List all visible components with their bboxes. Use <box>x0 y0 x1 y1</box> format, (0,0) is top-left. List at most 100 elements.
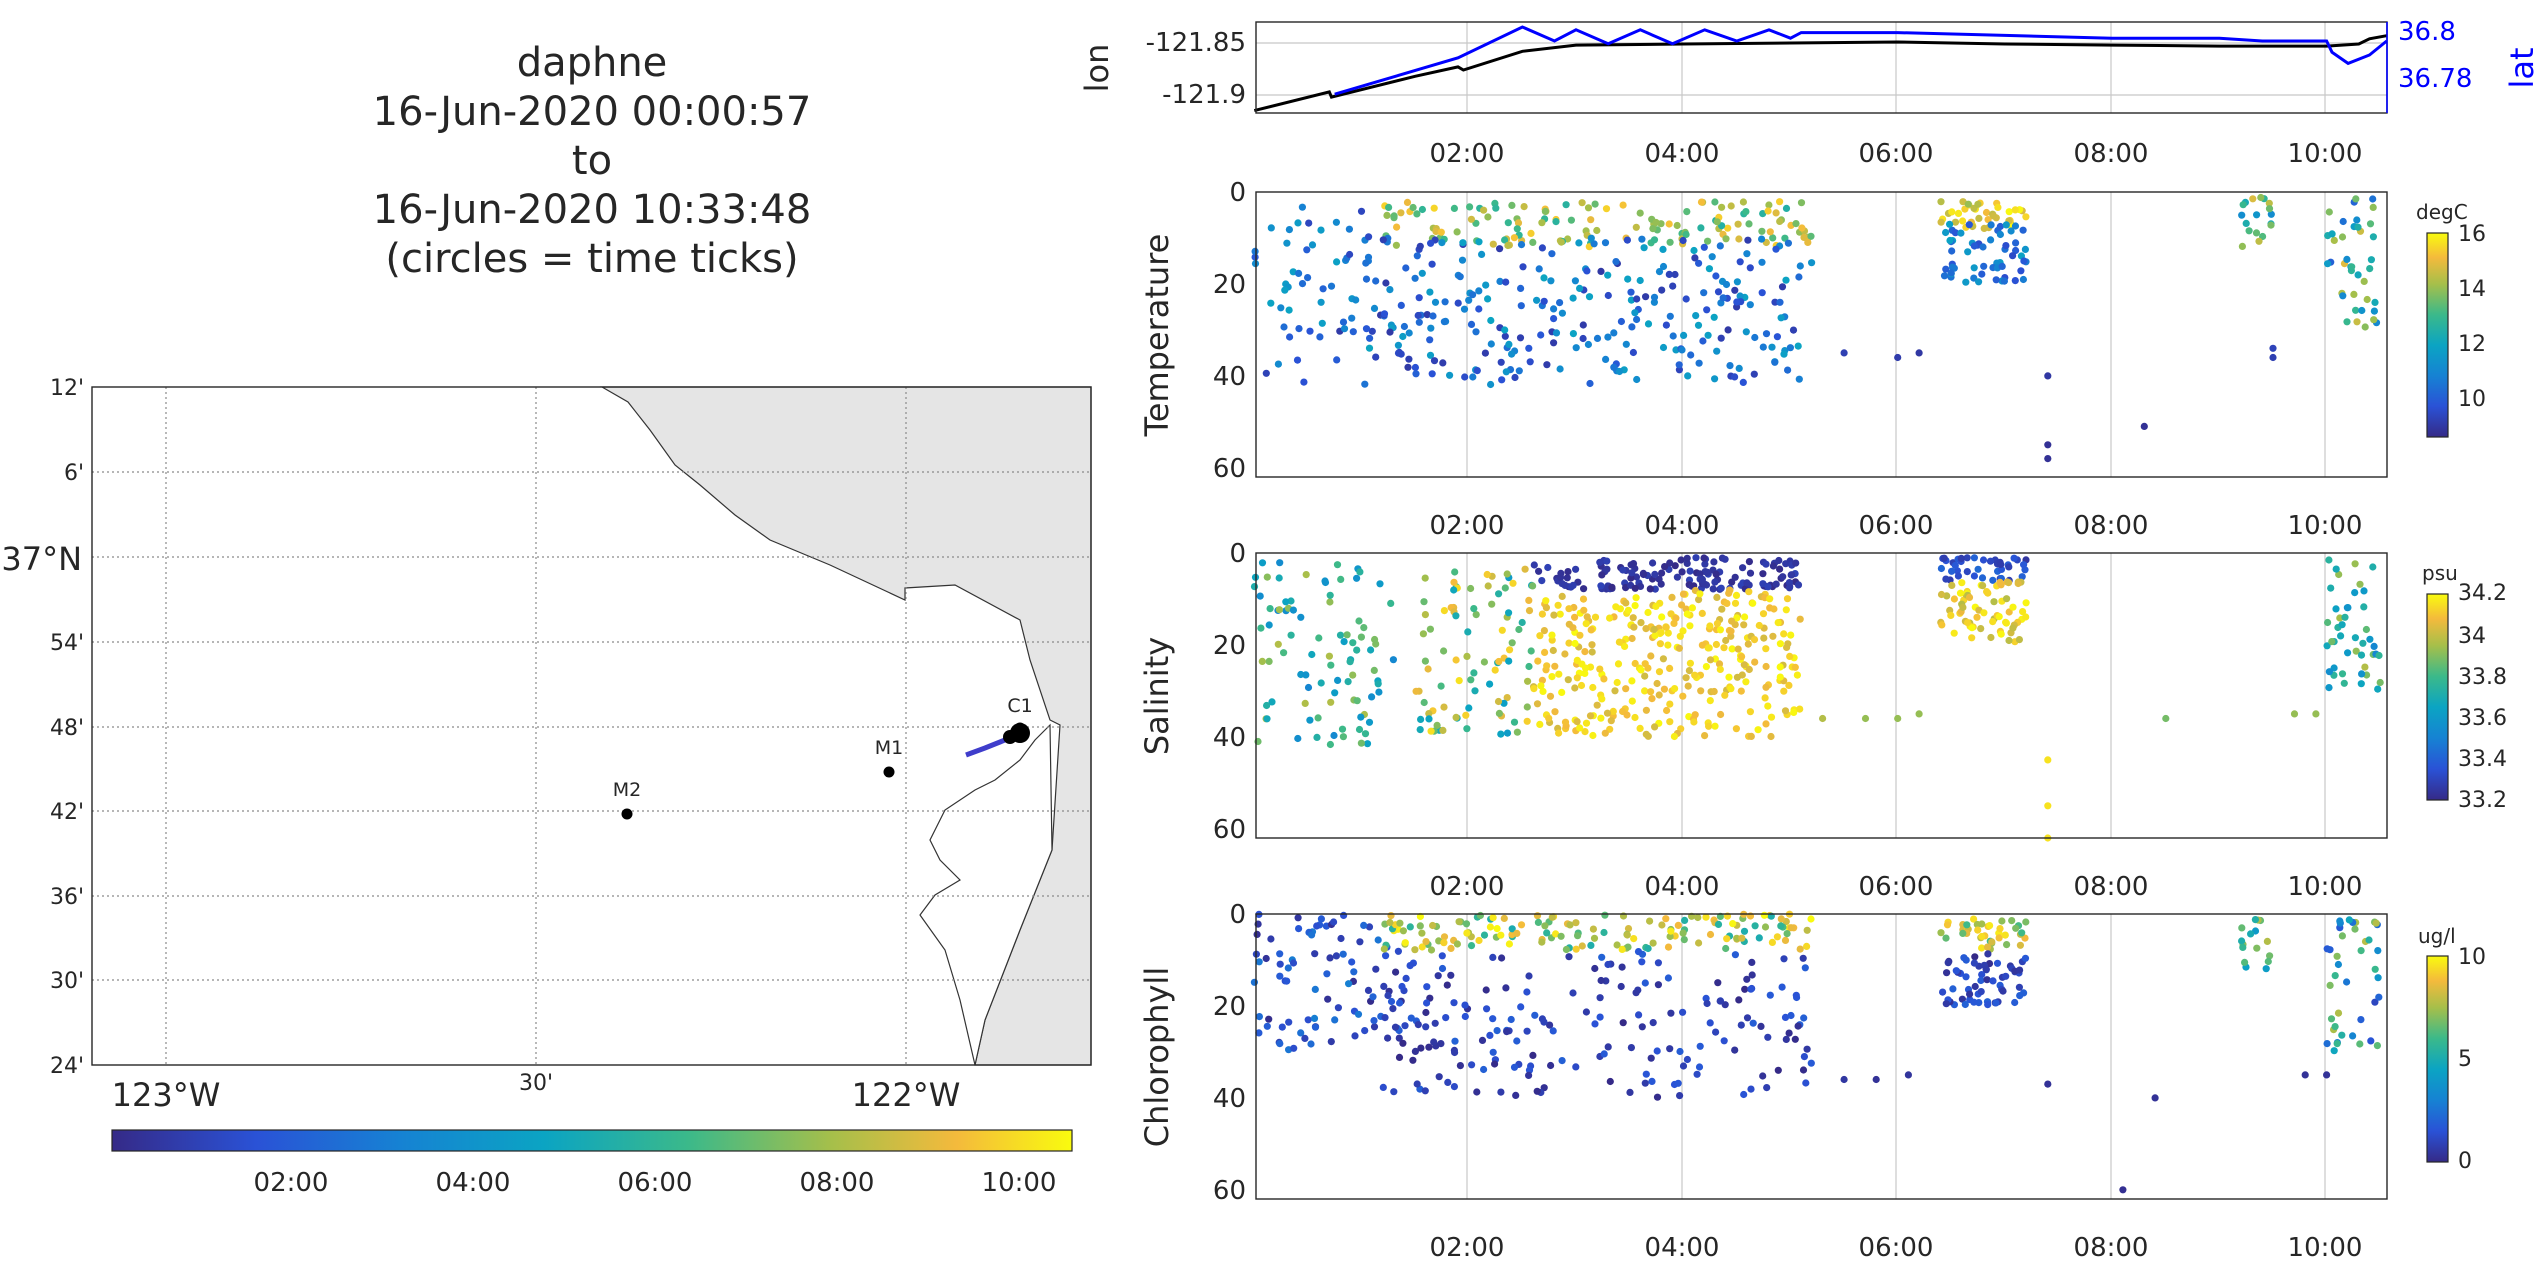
data-point <box>2375 651 2383 660</box>
data-point <box>1678 568 1686 576</box>
data-point <box>1430 357 1439 365</box>
data-point <box>2011 206 2019 214</box>
data-point <box>1782 276 1790 284</box>
data-point <box>1682 295 1690 303</box>
data-point <box>1722 235 1730 243</box>
data-point <box>1819 714 1827 723</box>
data-point <box>1807 232 1815 240</box>
depth-tick: 60 <box>1213 1176 1246 1206</box>
data-point <box>1276 950 1284 958</box>
data-point <box>1574 932 1582 940</box>
data-point <box>1693 1070 1701 1078</box>
data-point <box>1741 985 1749 993</box>
data-point <box>1894 714 1902 723</box>
depth-tick: 0 <box>1229 539 1246 569</box>
data-point <box>1317 915 1325 923</box>
data-point <box>1720 1037 1728 1045</box>
data-point <box>1562 201 1570 209</box>
data-point <box>1319 285 1327 293</box>
data-point <box>1503 694 1511 702</box>
title-line: 16-Jun-2020 00:00:57 <box>373 89 812 135</box>
data-point <box>1465 704 1473 712</box>
data-point <box>1501 326 1509 334</box>
depth-tick: 20 <box>1213 631 1246 661</box>
data-point <box>1727 202 1735 210</box>
data-point <box>1517 1003 1525 1011</box>
data-point <box>1683 1055 1691 1064</box>
data-point <box>1579 321 1587 329</box>
data-point <box>1974 565 1982 573</box>
data-point <box>1480 1065 1488 1074</box>
data-point <box>1416 912 1424 921</box>
lon-tick: 30' <box>519 1071 553 1096</box>
data-point <box>1698 641 1706 649</box>
data-point <box>1349 671 1357 679</box>
data-point <box>2021 245 2029 253</box>
data-point <box>1295 925 1303 933</box>
data-point <box>2330 1047 2338 1055</box>
data-point <box>1415 294 1423 302</box>
depth-tick: 60 <box>1213 454 1246 484</box>
time-tick: 08:00 <box>2074 139 2149 169</box>
data-point <box>1714 288 1723 296</box>
data-point <box>1894 353 1902 362</box>
lat-ytick: 36.78 <box>2398 64 2472 94</box>
data-point <box>1385 203 1393 211</box>
data-point <box>1963 921 1971 929</box>
data-point <box>1632 223 1640 231</box>
data-point <box>1537 682 1545 690</box>
data-point <box>2002 242 2010 250</box>
data-point <box>1421 611 1429 619</box>
data-point <box>1970 572 1978 580</box>
data-point <box>1666 312 1674 320</box>
data-point <box>1298 280 1307 288</box>
data-point <box>1365 344 1374 352</box>
data-point <box>2324 618 2332 627</box>
data-point <box>1781 234 1789 242</box>
data-point <box>1746 264 1754 272</box>
data-point <box>1306 716 1314 724</box>
data-point <box>1583 267 1591 275</box>
data-point <box>1784 640 1792 648</box>
data-point <box>2325 556 2333 564</box>
data-point <box>1519 263 1527 271</box>
data-point <box>1984 1001 1992 1009</box>
data-point <box>1762 683 1770 691</box>
data-point <box>1633 295 1641 303</box>
data-point <box>1572 565 1580 573</box>
data-point <box>2239 943 2247 952</box>
data-point <box>1461 1001 1469 1009</box>
data-point <box>1251 247 1259 255</box>
data-point <box>1600 1050 1608 1058</box>
data-point <box>1549 1027 1557 1035</box>
data-point <box>1339 950 1347 958</box>
data-point <box>1651 570 1659 579</box>
data-point <box>1725 589 1733 597</box>
lat-tick: 6' <box>64 461 84 486</box>
data-point <box>1767 713 1776 721</box>
data-point <box>2371 965 2379 973</box>
data-point <box>1740 1090 1748 1099</box>
data-point <box>1327 661 1335 669</box>
data-point <box>1683 208 1691 216</box>
data-point <box>1561 718 1570 726</box>
data-point <box>1743 250 1751 258</box>
data-point <box>1680 936 1688 944</box>
salinity-colorbar <box>2426 593 2449 801</box>
data-point <box>1631 659 1639 668</box>
data-point <box>1452 713 1460 722</box>
data-point <box>1374 680 1382 688</box>
data-point <box>1439 359 1447 367</box>
data-point <box>1617 317 1625 326</box>
data-point <box>1416 726 1424 734</box>
data-point <box>1666 700 1674 708</box>
data-point <box>1525 972 1533 980</box>
data-point <box>1676 1047 1684 1056</box>
data-point <box>1714 979 1722 987</box>
data-point <box>1497 730 1505 738</box>
lonlat-lines <box>1253 25 2388 113</box>
data-point <box>1496 277 1504 285</box>
data-point <box>1548 631 1556 639</box>
time-tick: 10:00 <box>2288 872 2363 902</box>
data-point <box>1601 729 1609 737</box>
